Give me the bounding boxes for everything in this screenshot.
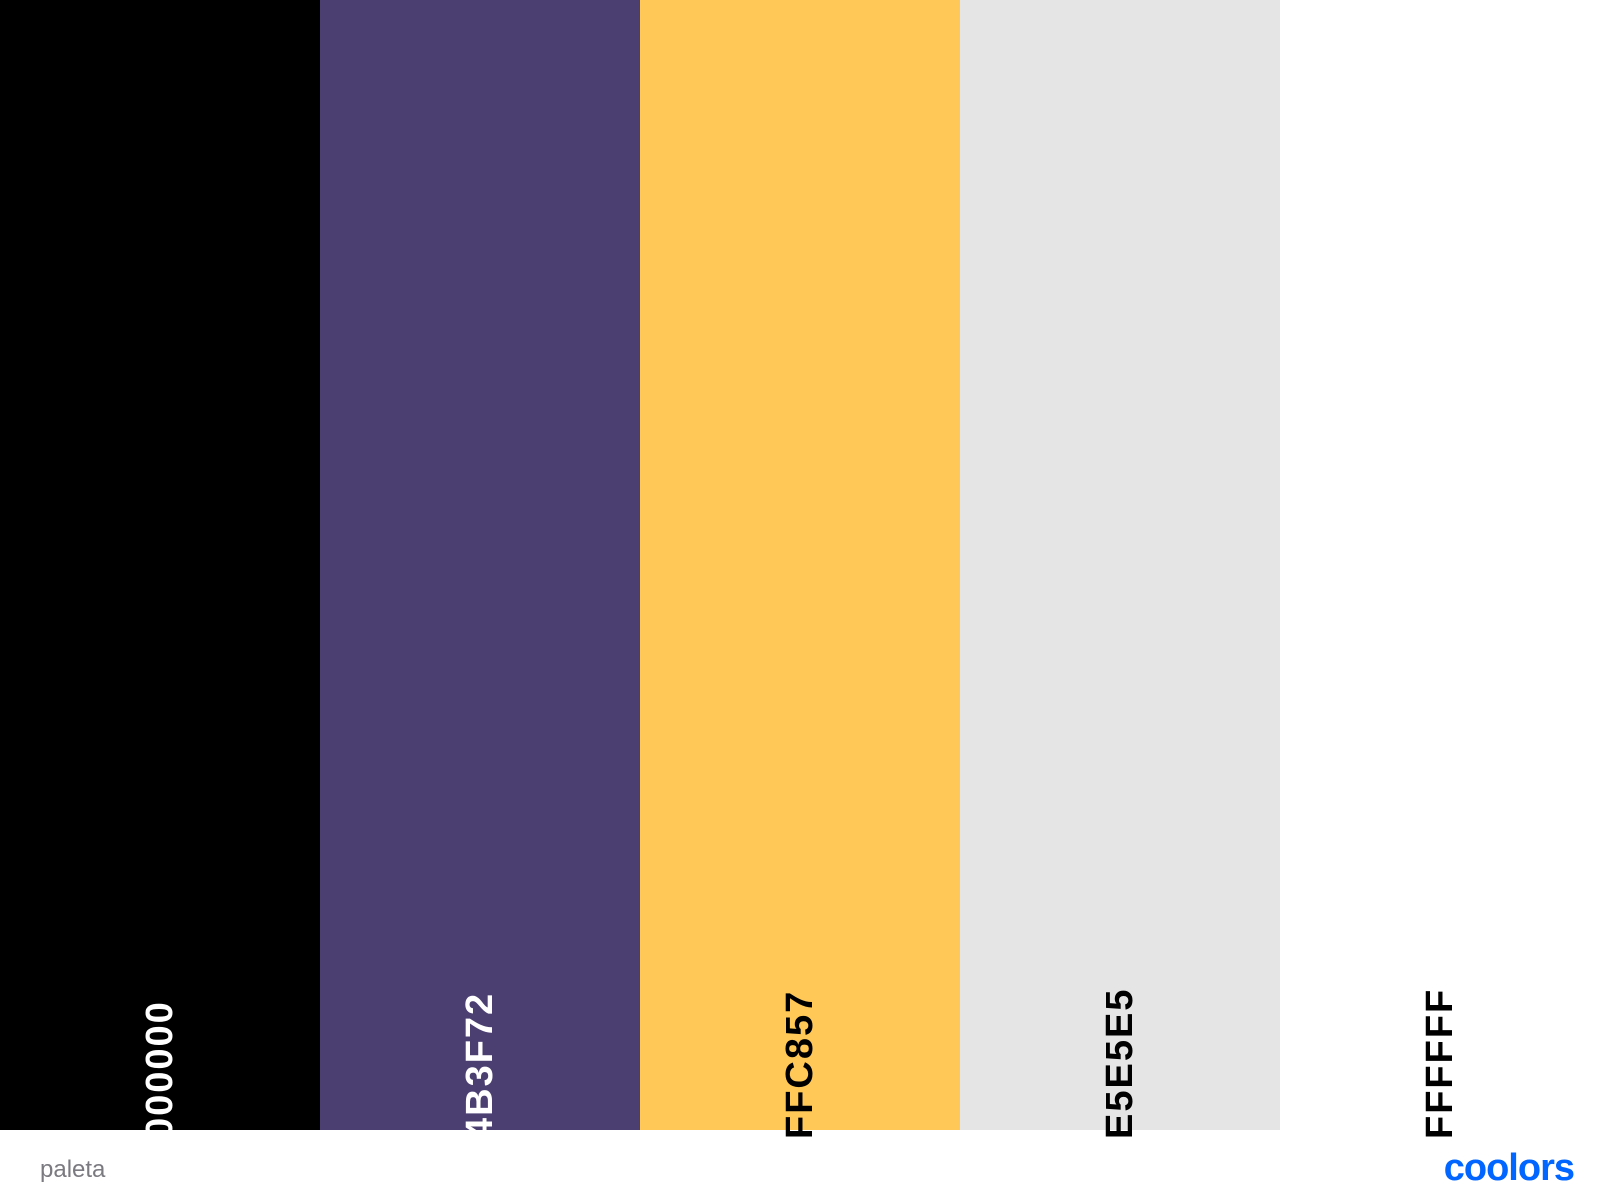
swatch-1[interactable]: 000000 <box>0 0 320 1139</box>
palette-footer: paleta coolors <box>0 1130 1600 1200</box>
swatch-2[interactable]: 4B3F72 <box>320 0 640 1139</box>
swatch-5-hex: FFFFFF <box>1419 987 1461 1139</box>
color-palette: 000000 4B3F72 FFC857 E5E5E5 FFFFFF <box>0 0 1600 1139</box>
swatch-4-hex: E5E5E5 <box>1099 987 1141 1139</box>
swatch-2-hex: 4B3F72 <box>459 991 501 1139</box>
coolors-logo[interactable]: coolors <box>1443 1147 1575 1189</box>
swatch-3-hex: FFC857 <box>779 989 821 1139</box>
swatch-4[interactable]: E5E5E5 <box>960 0 1280 1139</box>
palette-name: paleta <box>40 1156 106 1183</box>
swatch-3[interactable]: FFC857 <box>640 0 960 1139</box>
swatch-5[interactable]: FFFFFF <box>1280 0 1600 1139</box>
swatch-1-hex: 000000 <box>139 1000 181 1139</box>
